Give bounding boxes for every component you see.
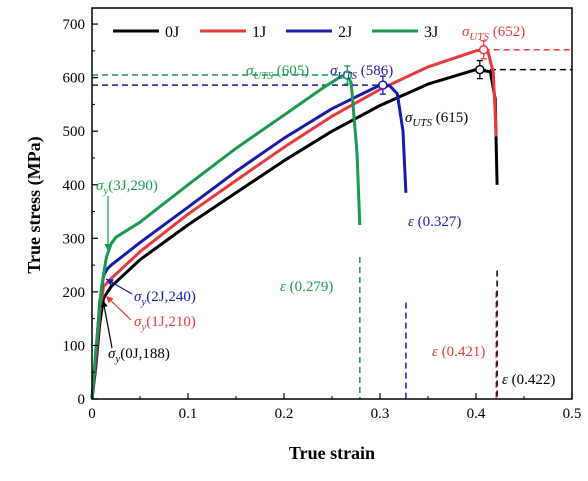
annotation-subscript: UTS [469, 31, 489, 43]
annotation-value: (0.279) [286, 279, 334, 295]
x-tick-label: 0.1 [179, 406, 198, 422]
annotation-value: (2J,240) [146, 289, 196, 305]
uts-marker-0J [475, 64, 485, 75]
plot-area [90, 40, 572, 400]
axis-ticks: 0 0.1 0.2 0.3 0.4 0.5 0 100 200 300 400 500 600 700 [63, 17, 582, 422]
annotation-symbol: σ [405, 110, 413, 126]
annotation-value: (0J,188) [120, 346, 170, 362]
annotation-subscript: UTS [337, 70, 357, 82]
annotation-value: (0.421) [438, 344, 486, 360]
annotation-symbol: σ [462, 24, 470, 40]
annotation-subscript: UTS [253, 70, 273, 82]
annotation-value: (0.422) [508, 372, 556, 388]
annotation-symbol: σ [246, 63, 254, 79]
x-tick-label: 0.5 [563, 406, 582, 422]
annotation-subscript: y [114, 353, 120, 365]
legend-label-2J: 2J [338, 24, 352, 41]
legend: 0J 1J 2J 3J [113, 24, 438, 41]
legend-label-0J: 0J [165, 24, 179, 41]
annotation-value: (605) [273, 63, 309, 79]
y-tick-label: 500 [63, 124, 86, 140]
annotation-symbol: σ [96, 178, 104, 194]
y-tick-label: 400 [63, 178, 86, 194]
annotation-symbol: ε [280, 279, 286, 295]
y-tick-label: 700 [63, 17, 86, 33]
annotation-eps_2J: ε (0.327) [408, 214, 461, 230]
annotation-value: (652) [489, 24, 525, 40]
y-tick-label: 200 [63, 285, 86, 301]
y-axis-label: True stress (MPa) [24, 136, 45, 273]
annotation-symbol: σ [108, 346, 116, 362]
annotation-symbol: σ [330, 63, 338, 79]
y-tick-label: 300 [63, 231, 86, 247]
uts-marker-2J [378, 80, 388, 90]
legend-label-1J: 1J [252, 24, 266, 41]
arrow-ys-2J-head [106, 279, 114, 286]
annotation-ys_3J: σy(3J,290) [96, 178, 158, 197]
annotation-subscript: y [140, 296, 146, 308]
annotation-subscript: y [102, 185, 108, 197]
annotation-uts_1J: σUTS (652) [462, 24, 525, 43]
uts-marker-1J [478, 45, 489, 55]
annotation-value: (615) [432, 110, 468, 126]
annotation-ys_2J: σy(2J,240) [134, 289, 196, 308]
annotation-symbol: ε [502, 372, 508, 388]
arrow-ys-1J-head [106, 296, 114, 304]
annotation-ys_1J: σy(1J,210) [134, 314, 196, 333]
y-tick-label: 600 [63, 71, 86, 87]
annotation-value: (1J,210) [146, 314, 196, 330]
annotation-subscript: y [140, 321, 146, 333]
arrow-ys-0J-head [100, 300, 108, 308]
x-tick-label: 0.2 [275, 406, 294, 422]
arrow-ys-3J-head [104, 244, 112, 251]
annotation-symbol: ε [432, 344, 438, 360]
x-axis-label: True strain [289, 443, 375, 463]
x-tick-label: 0.3 [371, 406, 390, 422]
arrow-ys-0J [102, 299, 113, 349]
annotation-subscript: UTS [412, 117, 432, 129]
annotation-uts_2J: σUTS (586) [330, 63, 393, 82]
y-tick-label: 100 [63, 338, 86, 354]
annotation-uts_0J: σUTS (615) [405, 110, 468, 129]
annotation-eps_1J: ε (0.421) [432, 344, 485, 360]
annotation-uts_3J: σUTS (605) [246, 63, 309, 82]
annotation-eps_3J: ε (0.279) [280, 279, 333, 295]
annotation-value: (3J,290) [108, 178, 158, 194]
x-tick-label: 0.4 [467, 406, 486, 422]
annotation-symbol: σ [134, 314, 142, 330]
annotation-symbol: ε [408, 214, 414, 230]
annotation-eps_0J: ε (0.422) [502, 372, 555, 388]
y-tick-label: 0 [78, 392, 86, 408]
uts-marker-3J [342, 70, 353, 80]
x-tick-label: 0 [88, 406, 96, 422]
legend-label-3J: 3J [424, 24, 438, 41]
annotations: σUTS (605) σUTS (586)σUTS (652)σUTS (615)… [96, 24, 555, 388]
annotation-value: (0.327) [414, 214, 462, 230]
annotation-symbol: σ [134, 289, 142, 305]
annotation-ys_0J: σy(0J,188) [108, 346, 170, 365]
annotation-value: (586) [357, 63, 393, 79]
